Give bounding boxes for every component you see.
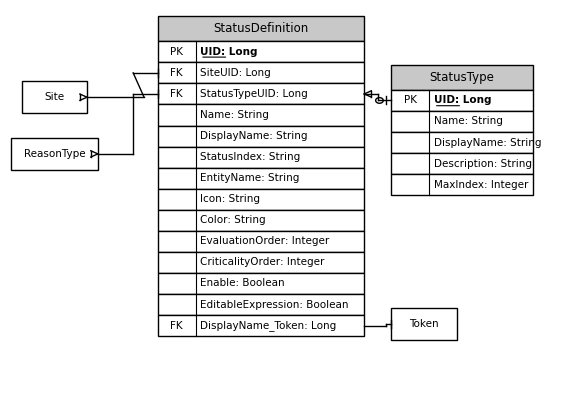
FancyBboxPatch shape	[158, 231, 364, 252]
FancyBboxPatch shape	[158, 104, 364, 126]
Text: Name: String: Name: String	[200, 110, 269, 120]
Text: Name: String: Name: String	[434, 117, 503, 126]
Text: ReasonType: ReasonType	[24, 149, 85, 159]
FancyBboxPatch shape	[158, 252, 364, 273]
Text: StatusIndex: String: StatusIndex: String	[200, 152, 300, 162]
Text: Enable: Boolean: Enable: Boolean	[200, 279, 285, 288]
FancyBboxPatch shape	[391, 132, 533, 153]
FancyBboxPatch shape	[158, 294, 364, 315]
Text: PK: PK	[404, 96, 417, 105]
Text: UID: Long: UID: Long	[434, 96, 491, 105]
Text: FK: FK	[171, 89, 183, 99]
FancyBboxPatch shape	[158, 315, 364, 336]
FancyBboxPatch shape	[158, 83, 364, 104]
Text: Token: Token	[409, 319, 439, 329]
Text: Icon: String: Icon: String	[200, 194, 260, 204]
Text: StatusTypeUID: Long: StatusTypeUID: Long	[200, 89, 308, 99]
FancyBboxPatch shape	[158, 16, 364, 41]
FancyBboxPatch shape	[158, 210, 364, 231]
FancyBboxPatch shape	[391, 153, 533, 174]
FancyBboxPatch shape	[158, 147, 364, 168]
Text: DisplayName: String: DisplayName: String	[434, 138, 541, 147]
Text: EditableExpression: Boolean: EditableExpression: Boolean	[200, 300, 348, 309]
FancyBboxPatch shape	[391, 65, 533, 90]
Text: StatusDefinition: StatusDefinition	[213, 22, 309, 35]
Text: EntityName: String: EntityName: String	[200, 173, 300, 183]
Text: MaxIndex: Integer: MaxIndex: Integer	[434, 180, 528, 190]
FancyBboxPatch shape	[391, 308, 457, 340]
FancyBboxPatch shape	[158, 126, 364, 147]
FancyBboxPatch shape	[158, 62, 364, 83]
Text: Site: Site	[44, 92, 64, 102]
FancyBboxPatch shape	[391, 90, 533, 111]
FancyBboxPatch shape	[158, 168, 364, 189]
Text: StatusType: StatusType	[430, 71, 494, 84]
Text: EvaluationOrder: Integer: EvaluationOrder: Integer	[200, 237, 329, 246]
Text: FK: FK	[171, 68, 183, 78]
Text: Color: String: Color: String	[200, 215, 266, 225]
Text: UID: Long: UID: Long	[200, 47, 257, 57]
FancyBboxPatch shape	[158, 189, 364, 210]
FancyBboxPatch shape	[391, 111, 533, 132]
Text: PK: PK	[170, 47, 183, 57]
Text: SiteUID: Long: SiteUID: Long	[200, 68, 271, 78]
FancyBboxPatch shape	[11, 138, 98, 170]
FancyBboxPatch shape	[391, 174, 533, 195]
Text: DisplayName_Token: Long: DisplayName_Token: Long	[200, 320, 336, 331]
Text: DisplayName: String: DisplayName: String	[200, 131, 307, 141]
FancyBboxPatch shape	[158, 41, 364, 62]
FancyBboxPatch shape	[158, 273, 364, 294]
Text: Description: String: Description: String	[434, 159, 532, 168]
FancyBboxPatch shape	[22, 81, 87, 113]
Text: CriticalityOrder: Integer: CriticalityOrder: Integer	[200, 258, 324, 267]
Text: FK: FK	[171, 321, 183, 330]
